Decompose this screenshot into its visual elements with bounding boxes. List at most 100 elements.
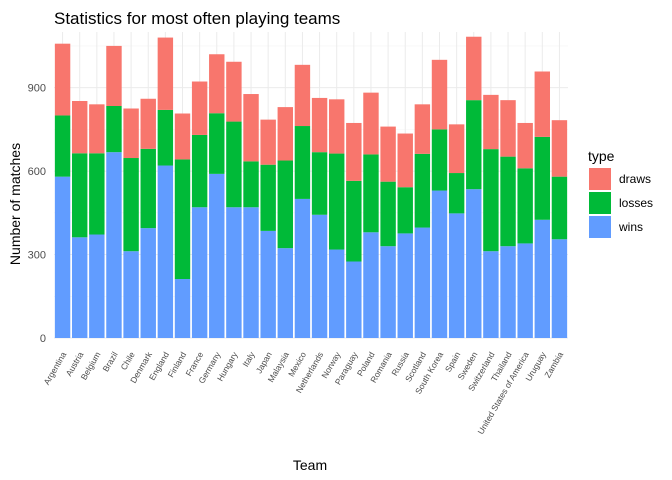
bar-sweden-wins (466, 189, 482, 338)
bar-austria-losses (71, 153, 88, 238)
bar-denmark-draws (140, 98, 156, 149)
bar-brazil-wins (106, 152, 122, 338)
bar-hungary-draws (226, 61, 242, 122)
bar-england-wins (157, 165, 174, 338)
bar-england-draws (157, 37, 174, 110)
bar-south-korea-wins (431, 190, 448, 338)
bar-thailand-draws (500, 100, 516, 157)
legend-label-wins: wins (618, 220, 643, 234)
bar-norway-wins (328, 249, 345, 338)
bar-japan-wins (260, 230, 276, 338)
legend-key-wins (589, 216, 611, 238)
bar-italy-losses (243, 161, 259, 208)
bar-france-losses (191, 134, 208, 208)
bar-denmark-wins (140, 228, 156, 338)
bar-norway-losses (328, 153, 345, 250)
legend-title: type (588, 148, 615, 164)
bar-united-states-of-america-wins (517, 243, 533, 338)
bar-russia-draws (397, 133, 413, 188)
bar-belgium-draws (89, 104, 105, 154)
bar-mexico-wins (294, 198, 311, 338)
bar-chile-wins (123, 251, 139, 338)
bar-finland-wins (174, 279, 191, 338)
bar-zambia-wins (551, 239, 568, 338)
bar-paraguay-wins (346, 261, 362, 338)
bar-finland-losses (174, 159, 191, 280)
x-tick-label: Italy (240, 349, 257, 368)
bar-chile-losses (123, 158, 139, 252)
bar-poland-wins (363, 232, 379, 338)
bar-hungary-wins (226, 207, 242, 338)
bar-belgium-losses (89, 153, 105, 235)
bar-argentina-losses (54, 115, 71, 177)
bar-italy-wins (243, 207, 259, 338)
bar-finland-draws (174, 113, 191, 160)
y-tick-label: 900 (28, 83, 46, 95)
bar-germany-draws (209, 54, 225, 114)
bar-malaysia-losses (277, 160, 294, 249)
bar-uruguay-draws (534, 71, 551, 137)
bar-malaysia-draws (277, 107, 294, 161)
bar-scotland-losses (414, 153, 431, 228)
bar-mexico-draws (294, 64, 311, 127)
bar-scotland-wins (414, 227, 431, 338)
bar-austria-draws (71, 100, 88, 154)
bar-spain-draws (448, 124, 465, 174)
bar-denmark-losses (140, 148, 156, 229)
bar-uruguay-losses (534, 136, 551, 220)
bar-netherlands-draws (311, 97, 328, 153)
bar-france-wins (191, 207, 208, 338)
bar-zambia-draws (551, 120, 568, 177)
bar-south-korea-draws (431, 59, 448, 130)
bar-brazil-draws (106, 45, 122, 106)
bar-sweden-losses (466, 100, 482, 190)
bars (54, 36, 568, 338)
bar-hungary-losses (226, 121, 242, 208)
bar-brazil-losses (106, 105, 122, 153)
y-tick-label: 300 (28, 250, 46, 262)
x-axis-ticks: ArgentinaAustriaBelgiumBrazilChileDenmar… (41, 349, 565, 436)
x-axis-title: Team (293, 457, 327, 473)
bar-paraguay-draws (346, 122, 362, 181)
bar-uruguay-wins (534, 219, 551, 338)
bar-russia-wins (397, 233, 413, 338)
bar-germany-losses (209, 113, 225, 174)
bar-russia-losses (397, 187, 413, 234)
x-tick-label: Brazil (100, 350, 119, 374)
bar-malaysia-wins (277, 248, 294, 338)
y-tick-label: 0 (40, 333, 46, 345)
bar-netherlands-losses (311, 152, 328, 215)
y-axis-title: Number of matches (7, 143, 23, 265)
bar-argentina-draws (54, 43, 71, 116)
y-tick-label: 600 (28, 166, 46, 178)
legend-key-losses (589, 192, 611, 214)
legend-label-draws: draws (619, 172, 651, 186)
bar-netherlands-wins (311, 214, 328, 338)
bar-poland-losses (363, 154, 379, 233)
bar-romania-wins (380, 246, 396, 338)
bar-japan-losses (260, 164, 276, 231)
bar-austria-wins (71, 237, 88, 338)
chart-title: Statistics for most often playing teams (54, 9, 340, 28)
bar-germany-wins (209, 173, 225, 338)
bar-switzerland-draws (483, 94, 499, 150)
legend: type draws losses wins (588, 148, 653, 238)
bar-united-states-of-america-losses (517, 168, 533, 244)
bar-poland-draws (363, 92, 379, 155)
bar-mexico-losses (294, 126, 311, 199)
bar-england-losses (157, 109, 174, 166)
y-axis-ticks: 0 300 600 900 (28, 83, 46, 345)
bar-belgium-wins (89, 234, 105, 338)
bar-spain-losses (448, 173, 465, 214)
bar-scotland-draws (414, 104, 431, 154)
bar-spain-wins (448, 213, 465, 338)
x-tick-label: Argentina (41, 350, 68, 387)
bar-argentina-wins (54, 176, 71, 338)
legend-key-draws (589, 168, 611, 190)
bar-japan-draws (260, 119, 276, 165)
bar-zambia-losses (551, 176, 568, 240)
bar-south-korea-losses (431, 129, 448, 191)
bar-switzerland-losses (483, 149, 499, 252)
bar-romania-losses (380, 181, 396, 247)
